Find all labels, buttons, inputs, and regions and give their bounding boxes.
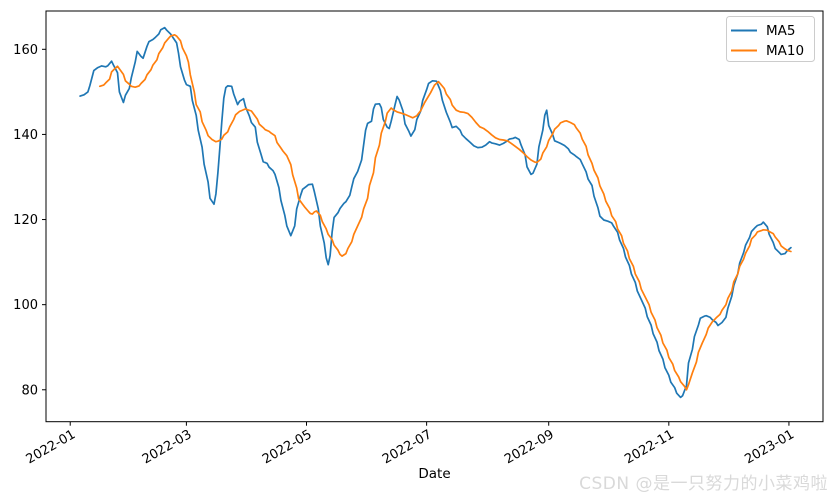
line-ma10 bbox=[98, 33, 792, 391]
plot-frame bbox=[45, 10, 824, 423]
series-lines bbox=[79, 26, 792, 399]
x-tick-label: 2022-07 bbox=[380, 427, 435, 467]
y-tick-label: 80 bbox=[21, 383, 38, 398]
y-tick-label: 160 bbox=[13, 43, 38, 58]
watermark: CSDN @是一只努力的小菜鸡啦 bbox=[579, 474, 828, 494]
plot-area bbox=[45, 10, 824, 423]
x-tick-label: 2022-09 bbox=[502, 427, 557, 467]
x-tick-label: 2022-01 bbox=[24, 427, 79, 467]
line-ma5 bbox=[79, 26, 792, 399]
legend-label-ma5: MA5 bbox=[766, 23, 795, 39]
x-tick-label: 2022-11 bbox=[622, 427, 677, 467]
y-tick-label: 100 bbox=[13, 298, 38, 313]
x-tick-label: 2022-05 bbox=[260, 427, 315, 467]
x-tick-label: 2023-01 bbox=[742, 427, 797, 467]
y-tick-label: 120 bbox=[13, 213, 38, 228]
legend: MA5 MA10 bbox=[726, 16, 815, 62]
x-axis: 2022-01 2022-03 2022-05 2022-07 2022-09 2022-… bbox=[24, 421, 797, 467]
legend-label-ma10: MA10 bbox=[766, 43, 804, 59]
y-axis: 80 100 120 140 160 bbox=[13, 43, 46, 398]
x-tick-label: 2022-03 bbox=[140, 427, 195, 467]
x-axis-title: Date bbox=[418, 466, 450, 482]
y-tick-label: 140 bbox=[13, 128, 38, 143]
